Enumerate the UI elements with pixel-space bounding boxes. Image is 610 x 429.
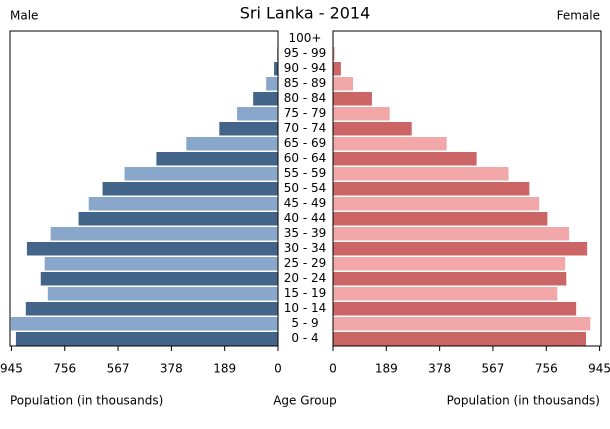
bar: [333, 167, 508, 181]
x-tick-label: 189: [375, 362, 398, 376]
bar: [103, 182, 278, 196]
right-series-label: Female: [557, 9, 600, 23]
bar: [16, 332, 278, 346]
bar: [333, 197, 539, 211]
bar: [333, 257, 565, 271]
category-label: 65 - 69: [284, 136, 327, 150]
left-series-label: Male: [10, 9, 38, 23]
bar: [45, 257, 278, 271]
category-label: 90 - 94: [284, 61, 327, 75]
category-label: 75 - 79: [284, 106, 327, 120]
category-label: 55 - 59: [284, 166, 327, 180]
x-tick-label: 0: [329, 362, 337, 376]
category-label: 95 - 99: [284, 46, 327, 60]
category-axis-label: Age Group: [273, 394, 337, 408]
bar: [219, 122, 278, 136]
bar: [333, 137, 447, 151]
category-label: 60 - 64: [284, 151, 327, 165]
category-label: 10 - 14: [284, 301, 327, 315]
bar: [333, 272, 566, 286]
bar: [333, 182, 529, 196]
bar: [333, 287, 557, 301]
x-tick-label: 567: [107, 362, 130, 376]
bar: [253, 92, 278, 106]
bar: [333, 317, 590, 331]
category-label: 80 - 84: [284, 91, 327, 105]
category-label: 0 - 4: [291, 331, 318, 345]
bar: [27, 242, 278, 256]
x-tick-label: 567: [482, 362, 505, 376]
x-tick-label: 378: [160, 362, 183, 376]
x-axis-label: Population (in thousands): [10, 394, 163, 408]
bar: [333, 242, 587, 256]
bar: [51, 227, 278, 241]
x-tick-label: 0: [274, 362, 282, 376]
x-tick-label: 189: [213, 362, 236, 376]
x-tick-label: 378: [428, 362, 451, 376]
category-label: 50 - 54: [284, 181, 327, 195]
x-tick-label: 756: [53, 362, 76, 376]
bar: [41, 272, 278, 286]
category-label: 20 - 24: [284, 271, 327, 285]
bar: [48, 287, 278, 301]
bar: [333, 302, 576, 316]
chart-title: Sri Lanka - 2014: [240, 4, 371, 23]
category-label: 30 - 34: [284, 241, 327, 255]
bar: [274, 62, 278, 76]
bar: [125, 167, 278, 181]
bar: [186, 137, 278, 151]
bar: [333, 107, 390, 121]
x-tick-label: 756: [535, 362, 558, 376]
x-axis-label: Population (in thousands): [447, 394, 600, 408]
category-label: 25 - 29: [284, 256, 327, 270]
category-label: 100+: [289, 31, 322, 45]
bar: [333, 152, 477, 166]
bar: [156, 152, 278, 166]
bar: [11, 317, 278, 331]
x-tick-label: 945: [588, 362, 610, 376]
category-label: 85 - 89: [284, 76, 327, 90]
bar: [333, 332, 586, 346]
bar: [26, 302, 278, 316]
bar: [333, 92, 372, 106]
category-label: 15 - 19: [284, 286, 327, 300]
category-label: 45 - 49: [284, 196, 327, 210]
category-label: 5 - 9: [291, 316, 318, 330]
bar: [333, 62, 341, 76]
bar: [333, 227, 569, 241]
bar: [79, 212, 278, 226]
bar: [266, 77, 278, 91]
category-label: 40 - 44: [284, 211, 327, 225]
category-label: 70 - 74: [284, 121, 327, 135]
bar: [333, 122, 412, 136]
bar: [89, 197, 278, 211]
category-label: 35 - 39: [284, 226, 327, 240]
bar: [333, 77, 353, 91]
bar: [333, 212, 547, 226]
x-tick-label: 945: [0, 362, 23, 376]
bar: [237, 107, 278, 121]
